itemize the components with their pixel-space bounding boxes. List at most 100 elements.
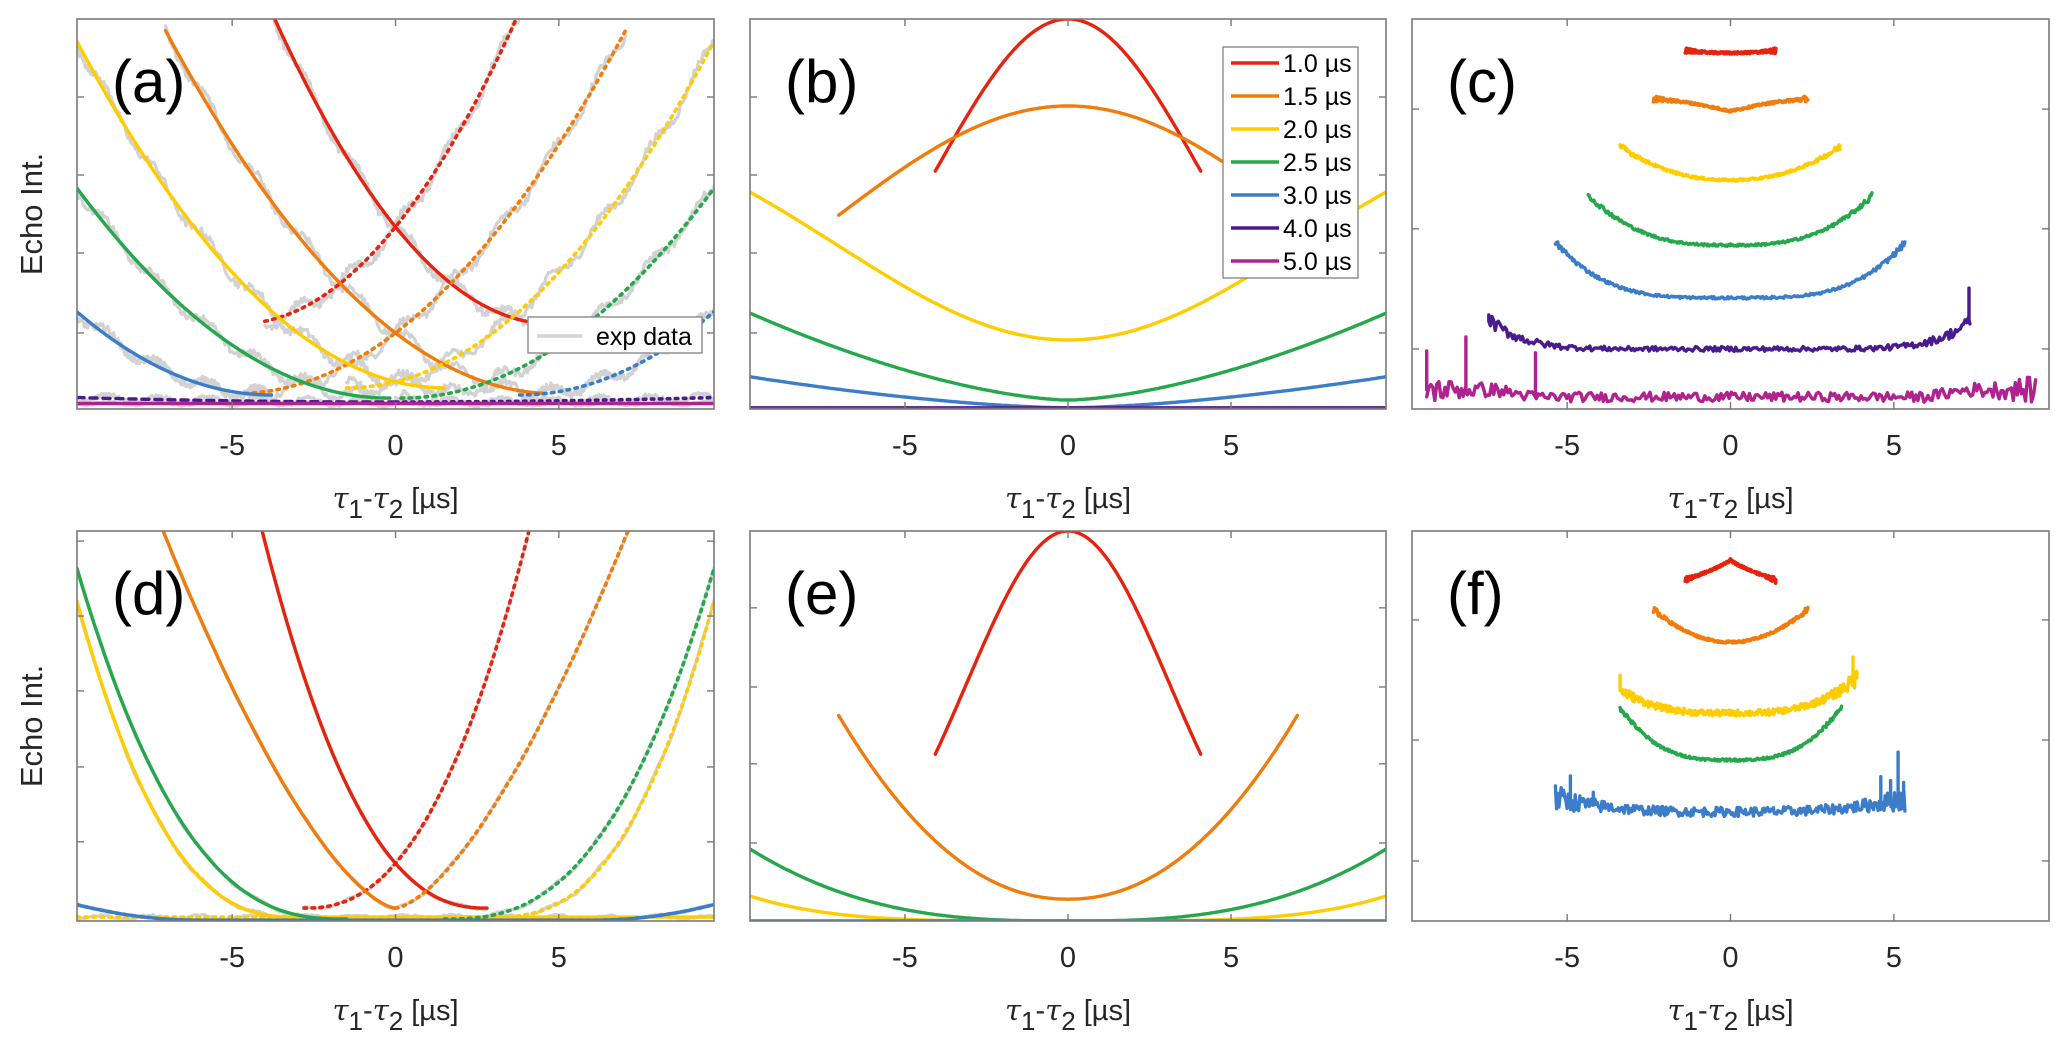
- x-tick-label: -5: [219, 942, 245, 974]
- series-line-2.5: [750, 847, 1386, 921]
- series-line-1.5: [837, 104, 1299, 217]
- series-line-2.5: [750, 311, 1386, 402]
- x-axis-label: τ1-τ2 [µs]: [1667, 481, 1793, 524]
- series-line-4.0: [1487, 286, 1972, 353]
- series-line-1.5: [1651, 94, 1810, 114]
- panel-label: (a): [112, 48, 185, 115]
- x-tick-label: 5: [1223, 942, 1239, 974]
- series-line-1.5: [161, 531, 398, 910]
- x-tick-label: 5: [1886, 942, 1902, 974]
- exp-data-line: [77, 602, 714, 921]
- series-line-1.0: [272, 19, 528, 323]
- legend-label: 2.0 µs: [1283, 116, 1352, 144]
- series-line-1.0: [933, 531, 1203, 756]
- panel-a: -5 0 5 τ1-τ2 [µs] Echo Int. (a) exp data: [14, 18, 715, 524]
- series-line-1.0: [1683, 46, 1778, 56]
- x-tick-label: -5: [219, 430, 245, 462]
- axes-frame: [1411, 530, 2050, 922]
- legend-entry: 2.5 µs: [1231, 149, 1352, 177]
- series-line-1.0: [1683, 557, 1778, 585]
- series-line-2.5: [77, 566, 349, 921]
- series-line-1.5: [1651, 605, 1810, 645]
- series-line-1.0: [933, 19, 1203, 173]
- legend-label: 1.0 µs: [1283, 50, 1352, 78]
- panel-label: (e): [785, 560, 858, 627]
- legend-entry: 1.0 µs: [1231, 50, 1352, 78]
- legend-label: 5.0 µs: [1283, 248, 1352, 276]
- x-tick-label: 0: [1060, 430, 1076, 462]
- x-axis-label: τ1-τ2 [µs]: [1005, 993, 1131, 1036]
- x-tick-label: 5: [551, 942, 567, 974]
- series-line-3.0: [1553, 750, 1907, 819]
- series-line-2.5: [1618, 704, 1844, 763]
- x-tick-label: 0: [1722, 430, 1738, 462]
- series-line-5.0: [1425, 335, 2038, 404]
- series-line-2.0: [77, 39, 447, 390]
- legend: exp data: [527, 316, 703, 354]
- series-mirror-dotted: [393, 395, 714, 404]
- y-axis-label: Echo Int.: [14, 665, 49, 787]
- series-line-2.0: [1618, 143, 1842, 183]
- x-tick-label: -5: [1554, 430, 1580, 462]
- series-mirror-dotted: [243, 28, 628, 396]
- legend-entry: 2.0 µs: [1231, 116, 1352, 144]
- x-axis-label: τ1-τ2 [µs]: [332, 993, 458, 1036]
- x-tick-label: 5: [1886, 430, 1902, 462]
- exp-data-line: [161, 531, 398, 911]
- legend: 1.0 µs 1.5 µs 2.0 µs 2.5 µs 3.0 µs 4.0 µs 5.0 …: [1222, 46, 1359, 279]
- x-axis-label: τ1-τ2 [µs]: [1667, 993, 1793, 1036]
- panel-e: -5 0 5 τ1-τ2 [µs] (e): [749, 530, 1387, 1036]
- panel-c: -5 0 5 τ1-τ2 [µs] (c): [1411, 18, 2050, 524]
- exp-data-line: [77, 314, 273, 402]
- series-mirror-dotted: [442, 566, 714, 921]
- series-mirror-dotted: [393, 531, 630, 910]
- x-tick-label: 0: [1722, 942, 1738, 974]
- series-mirror-dotted: [77, 599, 714, 919]
- exp-data-line: [399, 184, 714, 407]
- plot-area-c: [1425, 46, 2038, 404]
- exp-data-line: [272, 19, 528, 327]
- x-tick-label: 5: [551, 430, 567, 462]
- series-mirror-dotted: [263, 19, 519, 323]
- legend-entry: 5.0 µs: [1231, 248, 1352, 276]
- exp-data-line: [302, 531, 531, 911]
- panel-b: -5 0 5 τ1-τ2 [µs] (b) 1.0 µs 1.5 µs 2.0 µs 2.5 µ…: [749, 18, 1387, 524]
- legend-label: 2.5 µs: [1283, 149, 1352, 177]
- exp-data-line: [344, 39, 714, 398]
- y-axis-label: Echo Int.: [14, 153, 49, 275]
- exp-data-line: [260, 531, 489, 912]
- plot-area-f: [1553, 557, 1907, 819]
- series-line-1.0: [260, 531, 489, 910]
- x-tick-label: 0: [1060, 942, 1076, 974]
- series-line-2.0: [77, 599, 714, 919]
- series-line-3.0: [77, 310, 274, 397]
- series-line-2.5: [77, 186, 392, 400]
- series-line-2.0: [1618, 655, 1859, 718]
- series-line-2.0: [750, 894, 1386, 921]
- panel-label: (f): [1447, 560, 1504, 627]
- x-tick-label: -5: [892, 430, 918, 462]
- series-mirror-dotted: [302, 531, 531, 910]
- x-tick-label: 0: [387, 430, 403, 462]
- x-tick-label: -5: [892, 942, 918, 974]
- panel-label: (c): [1447, 48, 1517, 115]
- legend-label: 1.5 µs: [1283, 83, 1352, 111]
- series-line-1.5: [163, 28, 548, 396]
- series-line-2.5: [1586, 191, 1874, 248]
- exp-data-line: [77, 598, 714, 921]
- panel-f: -5 0 5 τ1-τ2 [µs] (f): [1411, 530, 2050, 1036]
- exp-data-line: [163, 24, 548, 405]
- exp-data-line: [77, 190, 392, 408]
- x-axis-label: τ1-τ2 [µs]: [1005, 481, 1131, 524]
- exp-data-line: [263, 19, 521, 331]
- panel-label: (b): [785, 48, 858, 115]
- series-line-1.5: [837, 713, 1299, 901]
- x-axis-label: τ1-τ2 [µs]: [332, 481, 458, 524]
- series-mirror-dotted: [344, 39, 714, 390]
- legend-label: 4.0 µs: [1283, 215, 1352, 243]
- legend-entry: 4.0 µs: [1231, 215, 1352, 243]
- exp-data-line: [442, 566, 714, 921]
- legend-label: 3.0 µs: [1283, 182, 1352, 210]
- x-tick-label: 5: [1223, 430, 1239, 462]
